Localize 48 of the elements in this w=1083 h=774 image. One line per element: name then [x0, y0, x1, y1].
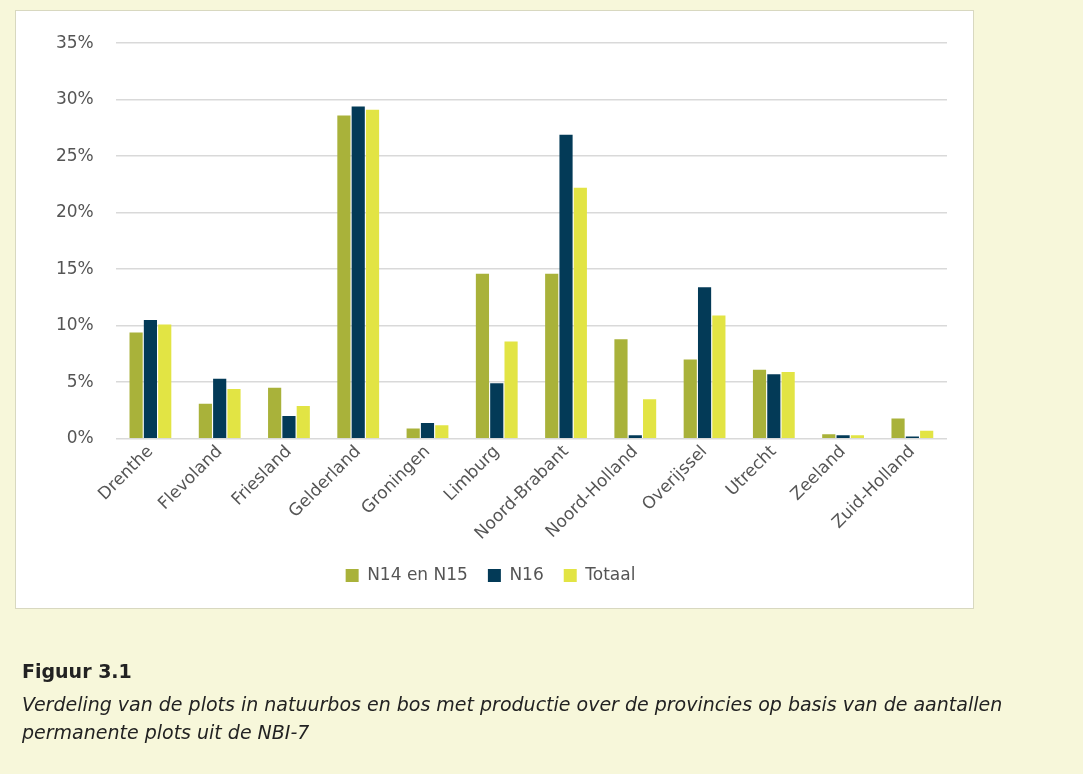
bar: [406, 428, 420, 438]
bar: [850, 435, 864, 438]
bar: [296, 405, 310, 438]
y-tick-label: 5%: [66, 370, 94, 391]
bar: [573, 187, 587, 438]
bar: [920, 430, 934, 438]
bar: [891, 418, 905, 438]
bar: [282, 416, 296, 438]
bar: [712, 315, 726, 438]
bar: [158, 324, 172, 438]
bar: [129, 332, 143, 438]
bar: [752, 369, 767, 438]
y-tick-label: 25%: [55, 144, 94, 165]
bar: [683, 359, 697, 438]
text: Verdeling van de plots in natuurbos en bos met productie over de provincies op basis van de aantallen permanente plots uit de NBI-7: [22, 692, 1004, 745]
y-tick-label: 35%: [55, 31, 94, 52]
y-tick-label: 10%: [55, 314, 94, 335]
text: Figuur 3.1: [22, 660, 133, 682]
bar: [337, 115, 351, 438]
bar: [475, 273, 490, 438]
bar: [836, 435, 850, 438]
bar: [781, 372, 795, 438]
bar: [559, 134, 573, 438]
bar: [490, 383, 504, 438]
y-tick-label: 30%: [55, 88, 94, 109]
bar: [545, 273, 559, 438]
bar: [420, 422, 435, 438]
bar: [213, 378, 227, 438]
bar: [504, 341, 518, 438]
bar: [643, 399, 657, 438]
bar: [614, 339, 628, 438]
bar: [198, 403, 212, 438]
bar: [351, 106, 365, 438]
bar: [143, 320, 157, 438]
legend-label: N16: [509, 563, 544, 584]
y-tick-label: 20%: [55, 201, 94, 222]
bar: [365, 109, 380, 438]
bar: [628, 435, 642, 438]
legend-label: N14 en N15: [367, 563, 468, 584]
bar: [697, 287, 712, 438]
y-tick-label: 15%: [55, 257, 94, 278]
bar: [435, 425, 449, 438]
y-tick-label: 0%: [66, 427, 94, 448]
bar: [268, 387, 282, 438]
bar: [227, 389, 241, 438]
bar: [822, 434, 836, 438]
legend-label: Totaal: [584, 563, 636, 584]
bar: [767, 374, 781, 438]
